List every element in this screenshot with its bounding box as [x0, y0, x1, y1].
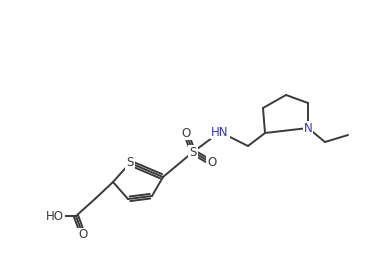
- Text: O: O: [78, 229, 88, 242]
- Text: O: O: [181, 126, 191, 140]
- Text: HO: HO: [46, 210, 64, 222]
- Text: S: S: [126, 157, 134, 170]
- Text: HN: HN: [211, 125, 229, 138]
- Text: S: S: [189, 145, 197, 158]
- Text: O: O: [207, 157, 216, 170]
- Text: N: N: [304, 121, 312, 135]
